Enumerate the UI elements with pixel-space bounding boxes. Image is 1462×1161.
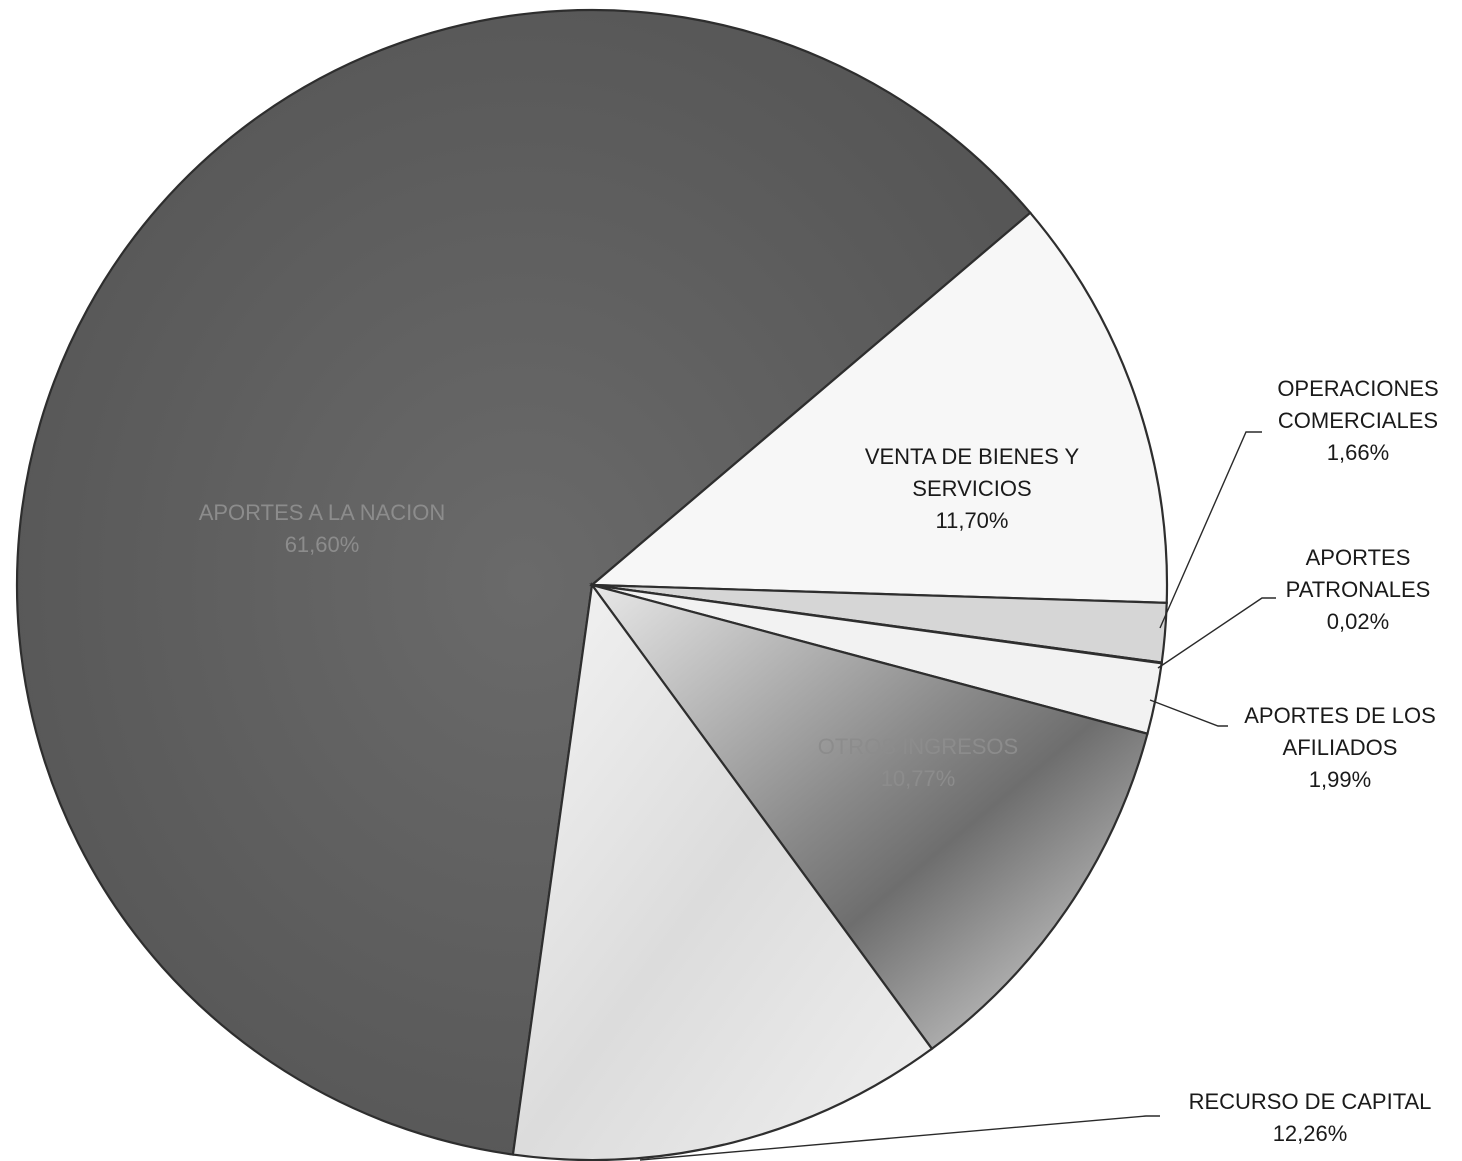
- leader-line-operaciones-comerciales: [1159, 431, 1262, 629]
- slice-category-label: AFILIADOS: [1283, 735, 1398, 760]
- leader-line-aportes-patronales: [1157, 597, 1276, 669]
- slice-category-label: APORTES DE LOS: [1244, 703, 1436, 728]
- slice-value-label: 61,60%: [285, 532, 360, 557]
- slice-category-label: COMERCIALES: [1278, 408, 1438, 433]
- pie-slice-recurso-de-capital: [511, 582, 934, 1161]
- leader-line-recurso-de-capital: [639, 1115, 1160, 1161]
- slice-category-label: VENTA DE BIENES Y: [865, 444, 1080, 469]
- slice-label-operaciones-comerciales: OPERACIONES COMERCIALES 1,66%: [1277, 376, 1438, 465]
- slice-value-label: 12,26%: [1273, 1121, 1348, 1146]
- leader-lines: [639, 431, 1276, 1161]
- slice-category-label: RECURSO DE CAPITAL: [1189, 1089, 1432, 1114]
- slice-label-otros-ingresos: OTROS INGRESOS 10,77%: [818, 734, 1018, 791]
- slice-value-label: 11,70%: [936, 508, 1009, 533]
- slice-category-label: SERVICIOS: [912, 476, 1031, 501]
- slice-label-aportes-de-los-afiliados: APORTES DE LOS AFILIADOS 1,99%: [1244, 703, 1436, 792]
- slice-value-label: 1,66%: [1327, 440, 1389, 465]
- slice-label-venta-de-bienes-y-servicios: VENTA DE BIENES Y SERVICIOS 11,70%: [865, 444, 1080, 533]
- slice-category-label: APORTES: [1306, 545, 1411, 570]
- slice-value-label: 0,02%: [1327, 609, 1389, 634]
- slice-label-aportes-patronales: APORTES PATRONALES 0,02%: [1286, 545, 1431, 634]
- slice-category-label: OPERACIONES: [1277, 376, 1438, 401]
- slice-category-label: APORTES A LA NACION: [199, 500, 446, 525]
- pie-slices: [15, 8, 1169, 1161]
- leader-line-aportes-de-los-afiliados: [1149, 699, 1228, 727]
- slice-labels: APORTES A LA NACION 61,60% VENTA DE BIENES…: [199, 376, 1439, 1146]
- slice-category-label: OTROS INGRESOS: [818, 734, 1018, 759]
- pie-slice-otros-ingresos: [589, 583, 1149, 1051]
- slice-label-aportes-a-la-nacion: APORTES A LA NACION 61,60%: [199, 500, 446, 557]
- pie-slice-aportes-a-la-nacion: [15, 8, 1032, 1156]
- slice-value-label: 10,77%: [881, 766, 956, 791]
- pie-slice-venta-de-bienes-y-servicios: [589, 211, 1169, 604]
- slice-label-recurso-de-capital: RECURSO DE CAPITAL 12,26%: [1189, 1089, 1432, 1146]
- slice-category-label: PATRONALES: [1286, 577, 1431, 602]
- slice-value-label: 1,99%: [1309, 767, 1371, 792]
